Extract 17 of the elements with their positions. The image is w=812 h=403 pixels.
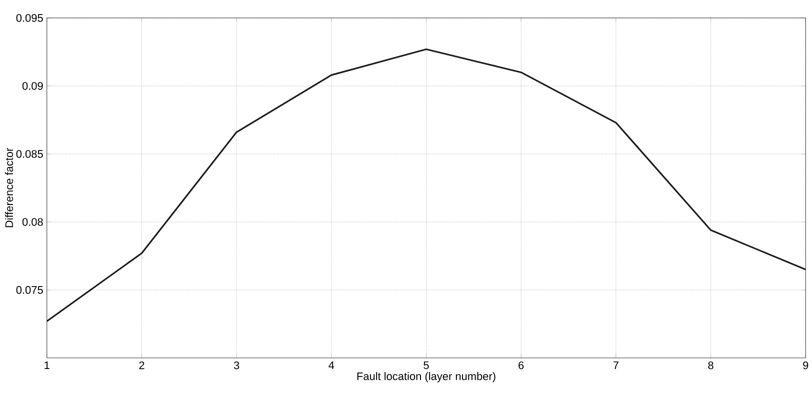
x-axis-title: Fault location (layer number) (357, 372, 496, 382)
x-tick-label: 3 (234, 362, 240, 370)
x-tick-label: 6 (518, 362, 524, 370)
y-axis-title: Difference factor (5, 148, 14, 228)
x-tick-label: 9 (803, 362, 808, 370)
line-series (46, 48, 806, 322)
x-tick-label: 5 (424, 362, 429, 370)
y-tick-label: 0.075 (16, 286, 43, 294)
x-tick-label: 8 (708, 362, 714, 370)
y-tick-label: 0.085 (16, 150, 43, 158)
y-tick-label: 0.095 (16, 14, 43, 22)
x-tick-label: 7 (613, 362, 618, 370)
x-tick-label: 4 (328, 362, 334, 370)
y-tick-label: 0.09 (22, 82, 43, 90)
y-tick-label: 0.08 (22, 218, 43, 226)
x-tick-label: 1 (44, 362, 50, 370)
x-tick-label: 2 (139, 362, 144, 370)
